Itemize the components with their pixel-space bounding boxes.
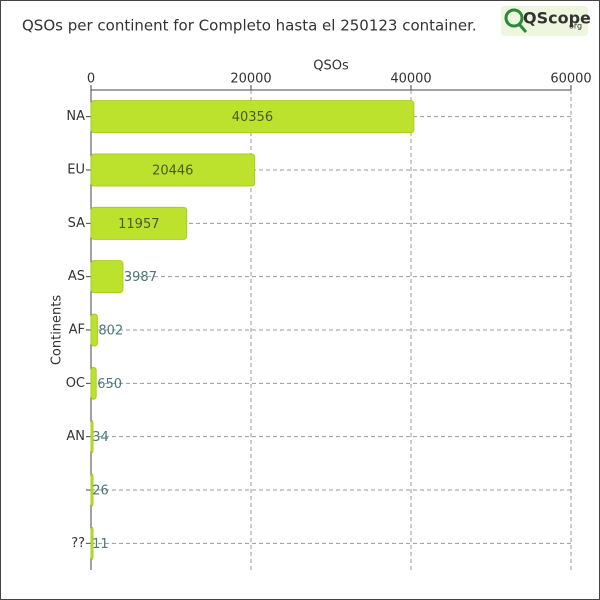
y-tick-label: OC — [66, 376, 85, 391]
value-label: 34 — [92, 430, 109, 445]
y-tick-label: EU — [67, 163, 85, 178]
x-tick-label: 20000 — [230, 72, 271, 87]
chart-title: QSOs per continent for Completo hasta el… — [22, 17, 477, 35]
x-axis-label: QSOs — [313, 59, 349, 74]
logo-icon — [517, 23, 528, 33]
value-label: 20446 — [152, 164, 193, 179]
bar — [90, 313, 98, 347]
bar — [90, 526, 94, 560]
bar — [90, 260, 124, 294]
logo: QScope — [523, 9, 591, 28]
logo-icon — [504, 8, 524, 28]
x-tick-label: 60000 — [550, 72, 591, 87]
y-tick-label: AS — [68, 269, 85, 284]
value-label: 11 — [92, 537, 109, 552]
y-tick-label: SA — [68, 216, 85, 231]
value-label: 650 — [97, 377, 122, 392]
bar — [90, 100, 415, 134]
bar — [90, 473, 94, 507]
bar — [90, 366, 97, 400]
x-tick-label: 40000 — [390, 72, 431, 87]
y-tick-label: AN — [66, 429, 85, 444]
y-axis-label: Continents — [50, 295, 65, 366]
logo-suffix: org — [569, 22, 582, 31]
y-tick-label: AF — [69, 323, 85, 338]
value-label: 26 — [92, 484, 109, 499]
bar — [90, 206, 188, 240]
bar — [90, 420, 94, 454]
value-label: 802 — [98, 324, 123, 339]
x-tick-label: 0 — [87, 72, 95, 87]
y-tick-label: NA — [66, 109, 85, 124]
y-tick-label: ?? — [71, 536, 85, 551]
bar — [90, 153, 256, 187]
value-label: 11957 — [118, 217, 159, 232]
value-label: 40356 — [232, 110, 273, 125]
value-label: 3987 — [124, 270, 157, 285]
